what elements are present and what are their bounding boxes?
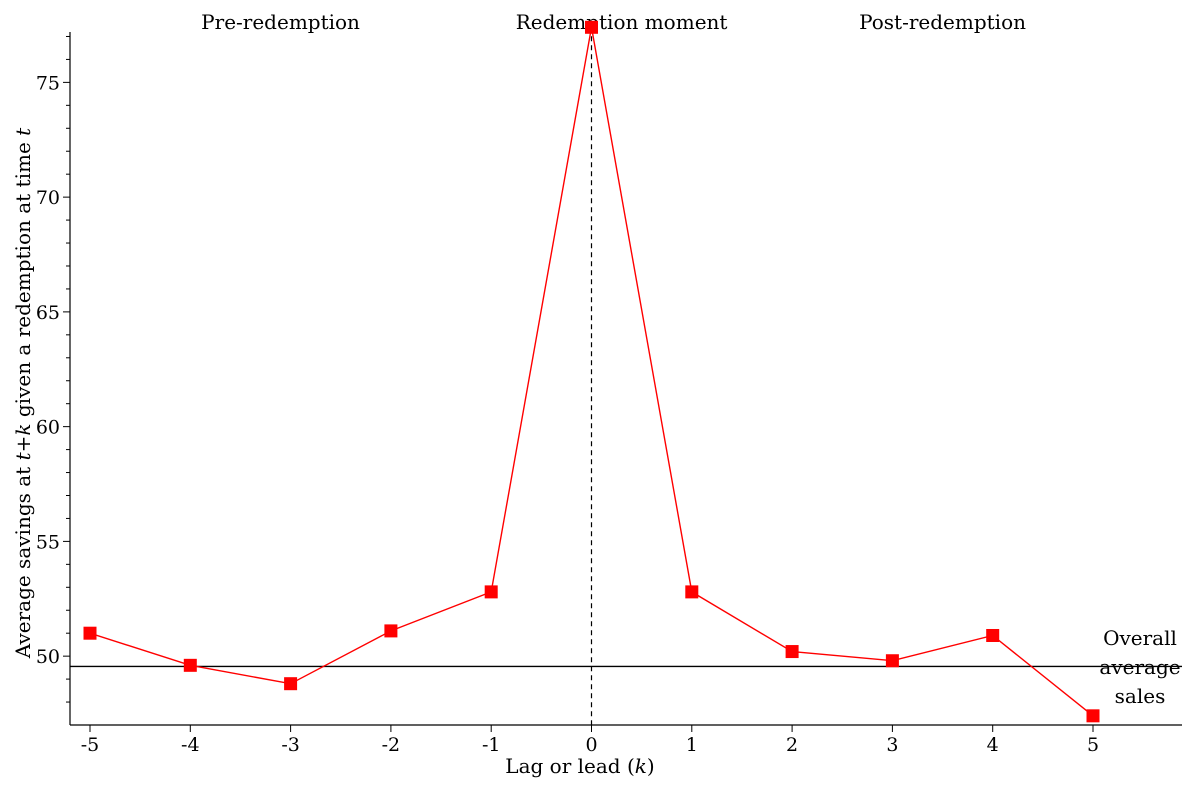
region-label: Pre-redemption <box>201 10 360 34</box>
data-point-marker <box>284 677 298 691</box>
x-tick-label: 0 <box>585 734 597 756</box>
x-tick-label: -2 <box>382 734 401 756</box>
series-layer <box>83 20 1100 723</box>
data-point-marker <box>685 585 699 599</box>
x-tick-label: -4 <box>181 734 200 756</box>
x-tick-label: 5 <box>1087 734 1099 756</box>
reference-annotation-line: sales <box>1115 684 1166 708</box>
data-point-marker <box>1086 709 1100 723</box>
y-axis-label: Average savings at t+k given a redemptio… <box>11 127 35 659</box>
x-tick-label: -5 <box>81 734 100 756</box>
data-point-marker <box>585 20 598 34</box>
axes-layer <box>69 32 1182 726</box>
x-tick-label: -3 <box>281 734 300 756</box>
data-point-marker <box>384 624 398 638</box>
x-tick-label: 3 <box>886 734 898 756</box>
data-point-marker <box>785 645 799 659</box>
data-point-marker <box>484 585 498 599</box>
region-labels: Pre-redemption Redemption moment Post-rede… <box>201 10 1026 34</box>
region-label: Post-redemption <box>859 10 1026 34</box>
reference-annotation-line: average <box>1099 655 1180 679</box>
x-tick-label: 4 <box>987 734 999 756</box>
data-point-marker <box>183 658 197 672</box>
y-tick-label: 55 <box>36 531 60 553</box>
x-tick-label: 2 <box>786 734 798 756</box>
x-axis-label: Lag or lead (k) <box>505 754 654 778</box>
y-tick-label: 75 <box>36 72 60 94</box>
y-tick-label: 70 <box>36 187 60 209</box>
data-point-marker <box>83 626 97 640</box>
region-label: Redemption moment <box>516 10 728 34</box>
x-tick-label: 1 <box>686 734 698 756</box>
y-tick-label: 50 <box>36 646 60 668</box>
y-tick-label: 65 <box>36 302 60 324</box>
x-tick-label: -1 <box>482 734 501 756</box>
reference-line-annotation: Overall average sales <box>1099 626 1180 708</box>
data-point-marker <box>986 628 1000 642</box>
data-point-marker <box>885 654 899 668</box>
reference-annotation-line: Overall <box>1103 626 1177 650</box>
y-tick-label: 60 <box>36 417 60 439</box>
reference-layer <box>70 27 1182 725</box>
